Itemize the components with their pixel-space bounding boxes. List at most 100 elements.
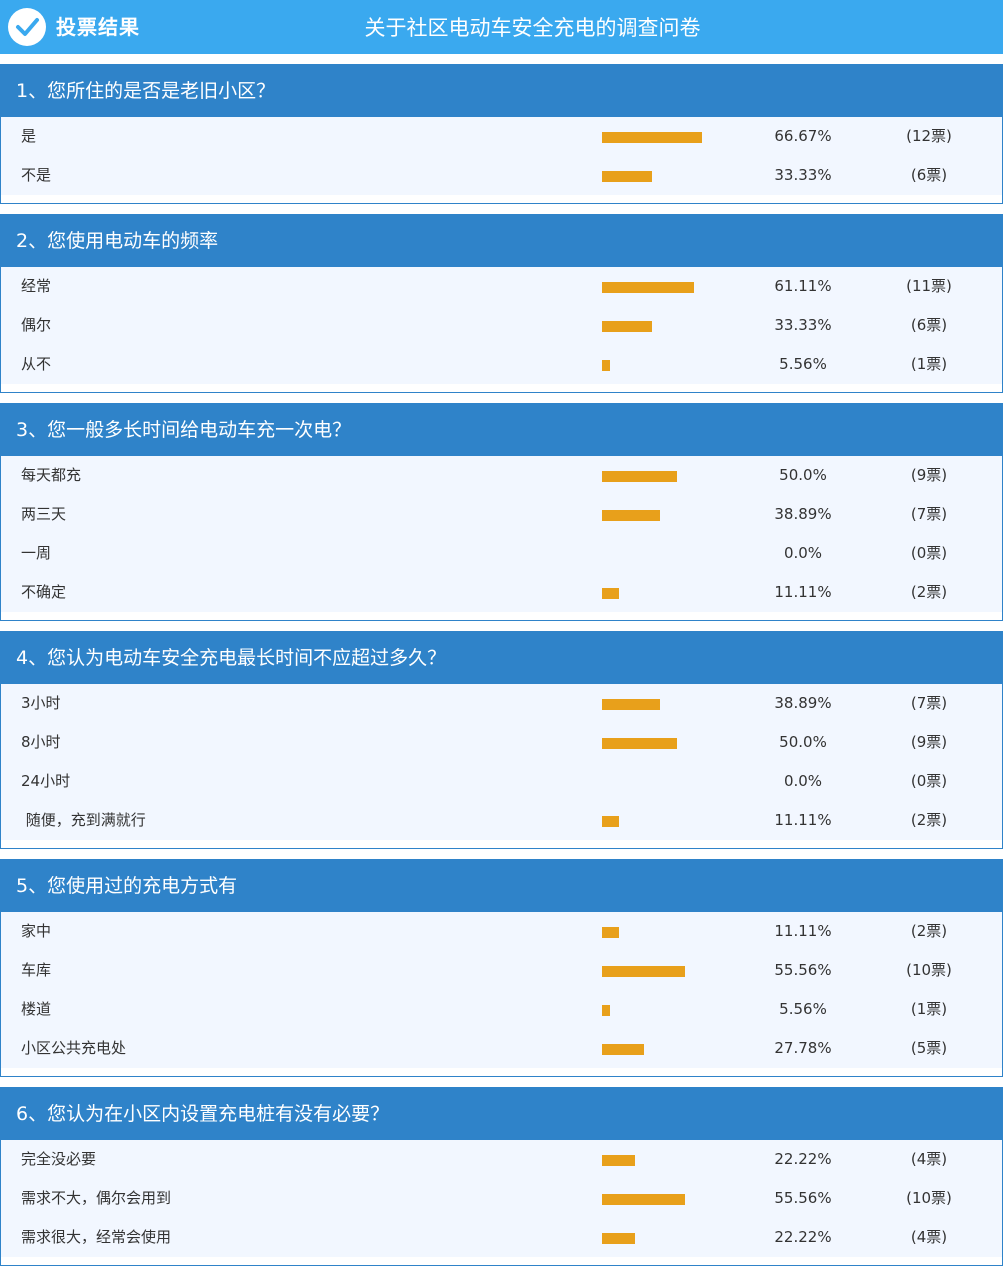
question-title: 2、您使用电动车的频率 (1, 215, 1002, 267)
option-percent: 11.11% (774, 922, 832, 940)
vote-bar (602, 966, 685, 977)
option-percent: 33.33% (774, 316, 832, 334)
vote-bar (602, 927, 619, 938)
option-label: 不是 (21, 166, 52, 184)
option-votes: (1票) (910, 355, 948, 373)
vote-bar (602, 588, 619, 599)
question-list: 1、您所住的是否是老旧小区？ 是 66.67% (12票) 不是 33.33% (6票)… (0, 64, 1003, 1266)
vote-bar (602, 282, 694, 293)
option-votes: (6票) (910, 316, 948, 334)
option-list: 3小时 38.89% (7票) 8小时 50.0% (9票) 24小时 0.0% (0票) … (1, 684, 1002, 848)
option-row: 车库 55.56% (10票) (1, 951, 1002, 990)
question-title: 5、您使用过的充电方式有 (1, 860, 1002, 912)
option-list: 家中 11.11% (2票) 车库 55.56% (10票) 楼道 5.56% (1票) 小… (1, 912, 1002, 1076)
option-label: 家中 (21, 922, 52, 940)
option-percent: 5.56% (779, 1000, 827, 1018)
option-votes: (2票) (910, 583, 948, 601)
vote-bar (602, 132, 702, 143)
question-block: 6、您认为在小区内设置充电桩有没有必要？ 完全没必要 22.22% (4票) 需求不… (0, 1087, 1003, 1266)
results-header: 投票结果 关于社区电动车安全充电的调查问卷 (0, 0, 1003, 54)
option-votes: (10票) (906, 1189, 952, 1207)
option-percent: 50.0% (779, 733, 827, 751)
option-percent: 22.22% (774, 1228, 832, 1246)
vote-bar (602, 360, 610, 371)
option-label: 是 (21, 127, 37, 145)
option-list: 完全没必要 22.22% (4票) 需求不大，偶尔会用到 55.56% (10票) 需求… (1, 1140, 1002, 1265)
option-row: 楼道 5.56% (1票) (1, 990, 1002, 1029)
page-title: 关于社区电动车安全充电的调查问卷 (364, 16, 701, 40)
vote-bar (602, 171, 652, 182)
option-votes: (2票) (910, 922, 948, 940)
option-votes: (5票) (910, 1039, 948, 1057)
option-votes: (4票) (910, 1150, 948, 1168)
option-row: 不确定 11.11% (2票) (1, 573, 1002, 612)
option-percent: 0.0% (783, 772, 823, 790)
option-votes: (7票) (910, 505, 948, 523)
option-label: 从不 (21, 355, 52, 373)
question-block: 3、您一般多长时间给电动车充一次电？ 每天都充 50.0% (9票) 两三天 38.8… (0, 403, 1003, 621)
option-label: 24小时 (21, 772, 71, 790)
option-row: 24小时 0.0% (0票) (1, 762, 1002, 801)
option-row: 需求很大，经常会使用 22.22% (4票) (1, 1218, 1002, 1257)
option-label: 车库 (21, 961, 52, 979)
vote-bar (602, 738, 677, 749)
option-row: 需求不大，偶尔会用到 55.56% (10票) (1, 1179, 1002, 1218)
option-percent: 22.22% (774, 1150, 832, 1168)
question-title: 6、您认为在小区内设置充电桩有没有必要？ (1, 1088, 1002, 1140)
question-title: 1、您所住的是否是老旧小区？ (1, 65, 1002, 117)
option-votes: (6票) (910, 166, 948, 184)
option-label: 8小时 (21, 733, 61, 751)
brand-label: 投票结果 (56, 15, 140, 39)
option-label: 经常 (21, 277, 52, 295)
option-row: 8小时 50.0% (9票) (1, 723, 1002, 762)
option-label: 3小时 (21, 694, 61, 712)
vote-bar (602, 1233, 635, 1244)
vote-bar (602, 1155, 635, 1166)
option-percent: 27.78% (774, 1039, 832, 1057)
vote-bar (602, 699, 660, 710)
question-title: 3、您一般多长时间给电动车充一次电？ (1, 404, 1002, 456)
option-percent: 38.89% (774, 505, 832, 523)
option-percent: 38.89% (774, 694, 832, 712)
option-row: 小区公共充电处 27.78% (5票) (1, 1029, 1002, 1068)
vote-bar (602, 321, 652, 332)
option-label: 需求不大，偶尔会用到 (21, 1189, 172, 1207)
option-row: 家中 11.11% (2票) (1, 912, 1002, 951)
question-block: 5、您使用过的充电方式有 家中 11.11% (2票) 车库 55.56% (10票) … (0, 859, 1003, 1077)
question-block: 2、您使用电动车的频率 经常 61.11% (11票) 偶尔 33.33% (6票) 从… (0, 214, 1003, 393)
question-title: 4、您认为电动车安全充电最长时间不应超过多久？ (1, 632, 1002, 684)
option-votes: (7票) (910, 694, 948, 712)
option-percent: 11.11% (774, 583, 832, 601)
option-label: 两三天 (21, 505, 67, 523)
option-percent: 61.11% (774, 277, 832, 295)
option-label: 不确定 (21, 583, 67, 601)
option-votes: (4票) (910, 1228, 948, 1246)
option-list: 经常 61.11% (11票) 偶尔 33.33% (6票) 从不 5.56% (1票) (1, 267, 1002, 392)
option-row: 每天都充 50.0% (9票) (1, 456, 1002, 495)
option-list: 是 66.67% (12票) 不是 33.33% (6票) (1, 117, 1002, 203)
option-label: 每天都充 (21, 466, 82, 484)
option-row: 随便，充到满就行 11.11% (2票) (1, 801, 1002, 840)
option-label: 楼道 (21, 1000, 52, 1018)
option-row: 两三天 38.89% (7票) (1, 495, 1002, 534)
option-row: 是 66.67% (12票) (1, 117, 1002, 156)
checkmark-icon (8, 8, 46, 46)
option-list: 每天都充 50.0% (9票) 两三天 38.89% (7票) 一周 0.0% (0票) 不… (1, 456, 1002, 620)
option-votes: (9票) (910, 466, 948, 484)
option-row: 经常 61.11% (11票) (1, 267, 1002, 306)
vote-bar (602, 1194, 685, 1205)
option-label: 小区公共充电处 (21, 1039, 127, 1057)
option-votes: (11票) (906, 277, 952, 295)
option-row: 3小时 38.89% (7票) (1, 684, 1002, 723)
option-percent: 5.56% (779, 355, 827, 373)
vote-bar (602, 1005, 610, 1016)
vote-bar (602, 471, 677, 482)
vote-bar (602, 510, 660, 521)
option-votes: (10票) (906, 961, 952, 979)
option-label: 随便，充到满就行 (21, 811, 146, 829)
option-votes: (0票) (910, 772, 948, 790)
option-percent: 0.0% (783, 544, 823, 562)
option-percent: 33.33% (774, 166, 832, 184)
option-percent: 66.67% (774, 127, 832, 145)
option-row: 一周 0.0% (0票) (1, 534, 1002, 573)
